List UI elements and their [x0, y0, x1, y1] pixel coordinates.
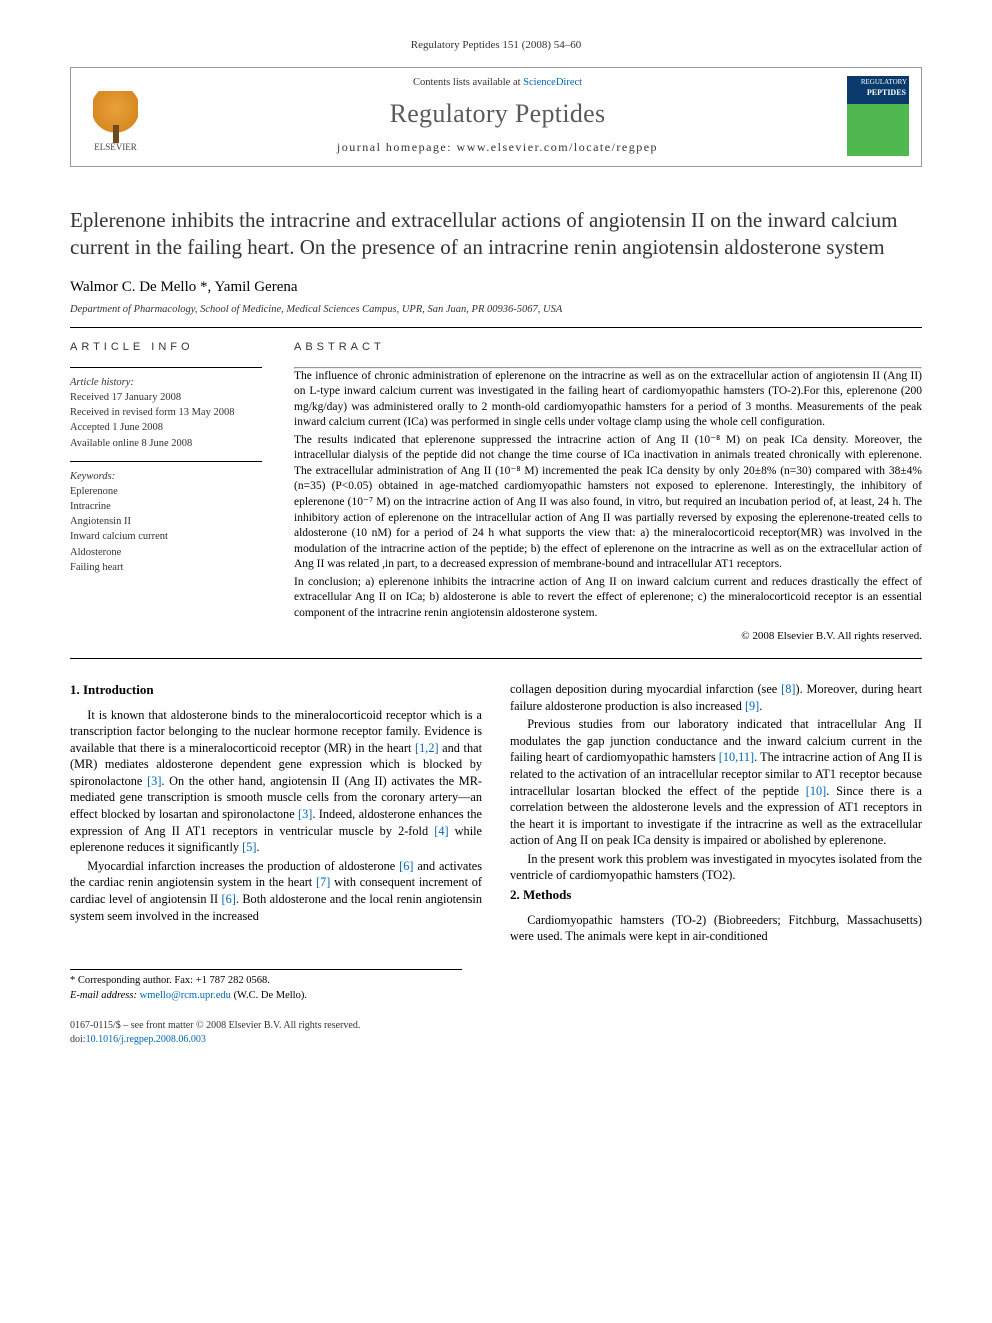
- email-line: E-mail address: wmello@rcm.upr.edu (W.C.…: [70, 989, 462, 1003]
- body-p: Myocardial infarction increases the prod…: [70, 858, 482, 924]
- section-1-title: 1. Introduction: [70, 681, 482, 699]
- section-2-title: 2. Methods: [510, 886, 922, 904]
- doi-link[interactable]: 10.1016/j.regpep.2008.06.003: [86, 1034, 206, 1045]
- info-abstract-row: ARTICLE INFO Article history: Received 1…: [70, 340, 922, 644]
- body-text: .: [256, 840, 259, 854]
- elsevier-tree-icon: [93, 91, 138, 141]
- body-text: collagen deposition during myocardial in…: [510, 682, 781, 696]
- body-p: It is known that aldosterone binds to th…: [70, 707, 482, 856]
- ref-link[interactable]: [3]: [298, 807, 312, 821]
- keyword-item: Angiotensin II: [70, 515, 262, 529]
- history-label: Article history:: [70, 376, 262, 390]
- abstract-heading: ABSTRACT: [294, 340, 922, 355]
- footnote-text: * Corresponding author. Fax: +1 787 282 …: [70, 975, 270, 986]
- body-text: .: [759, 699, 762, 713]
- issn-line: 0167-0115/$ – see front matter © 2008 El…: [70, 1019, 922, 1033]
- abstract: ABSTRACT The influence of chronic admini…: [294, 340, 922, 644]
- ref-link[interactable]: [9]: [745, 699, 759, 713]
- contents-line: Contents lists available at ScienceDirec…: [148, 76, 847, 90]
- ref-link[interactable]: [3]: [147, 774, 161, 788]
- body-p: Cardiomyopathic hamsters (TO-2) (Biobree…: [510, 912, 922, 945]
- cover-top-text: REGULATORY: [861, 78, 907, 86]
- ref-link[interactable]: [10,11]: [719, 750, 754, 764]
- email-link[interactable]: wmello@rcm.upr.edu: [140, 990, 231, 1001]
- email-label: E-mail address:: [70, 990, 140, 1001]
- keyword-item: Failing heart: [70, 561, 262, 575]
- ref-link[interactable]: [1,2]: [415, 741, 439, 755]
- ref-link[interactable]: [4]: [434, 824, 448, 838]
- affiliation: Department of Pharmacology, School of Me…: [70, 303, 922, 317]
- article-title: Eplerenone inhibits the intracrine and e…: [70, 207, 922, 261]
- elsevier-logo: ELSEVIER: [83, 78, 148, 153]
- doi-line: doi:10.1016/j.regpep.2008.06.003: [70, 1033, 922, 1047]
- ref-link[interactable]: [8]: [781, 682, 795, 696]
- info-rule-2: [70, 461, 262, 462]
- body-p: In the present work this problem was inv…: [510, 851, 922, 884]
- email-tail: (W.C. De Mello).: [231, 990, 307, 1001]
- article-info-heading: ARTICLE INFO: [70, 340, 262, 355]
- abstract-copyright: © 2008 Elsevier B.V. All rights reserved…: [294, 629, 922, 644]
- footnotes: * Corresponding author. Fax: +1 787 282 …: [70, 969, 462, 1003]
- journal-header-box: ELSEVIER Contents lists available at Sci…: [70, 67, 922, 167]
- sciencedirect-link[interactable]: ScienceDirect: [523, 77, 582, 88]
- running-header: Regulatory Peptides 151 (2008) 54–60: [70, 38, 922, 53]
- authors: Walmor C. De Mello *, Yamil Gerena: [70, 277, 922, 297]
- journal-center: Contents lists available at ScienceDirec…: [148, 76, 847, 155]
- ref-link[interactable]: [6]: [399, 859, 413, 873]
- keyword-item: Eplerenone: [70, 485, 262, 499]
- history-line: Received 17 January 2008: [70, 391, 262, 405]
- ref-link[interactable]: [5]: [242, 840, 256, 854]
- author-link[interactable]: Walmor C. De Mello *, Yamil Gerena: [70, 279, 298, 295]
- bottom-meta: 0167-0115/$ – see front matter © 2008 El…: [70, 1019, 922, 1046]
- ref-link[interactable]: [7]: [316, 875, 330, 889]
- abstract-p3: In conclusion; a) eplerenone inhibits th…: [294, 575, 922, 622]
- body-p: collagen deposition during myocardial in…: [510, 681, 922, 714]
- corresponding-author: * Corresponding author. Fax: +1 787 282 …: [70, 974, 462, 988]
- abstract-p2: The results indicated that eplerenone su…: [294, 433, 922, 573]
- history-line: Accepted 1 June 2008: [70, 421, 262, 435]
- abstract-p1: The influence of chronic administration …: [294, 369, 922, 431]
- journal-name: Regulatory Peptides: [148, 96, 847, 131]
- keywords-label: Keywords:: [70, 470, 262, 484]
- journal-cover-thumbnail: REGULATORY: [847, 76, 909, 156]
- history-line: Available online 8 June 2008: [70, 437, 262, 451]
- keyword-item: Inward calcium current: [70, 530, 262, 544]
- keyword-item: Intracrine: [70, 500, 262, 514]
- body-text: Myocardial infarction increases the prod…: [87, 859, 399, 873]
- article-info: ARTICLE INFO Article history: Received 1…: [70, 340, 262, 644]
- journal-homepage: journal homepage: www.elsevier.com/locat…: [148, 139, 847, 155]
- keyword-item: Aldosterone: [70, 546, 262, 560]
- ref-link[interactable]: [10]: [806, 784, 827, 798]
- history-line: Received in revised form 13 May 2008: [70, 406, 262, 420]
- rule-body: [70, 658, 922, 659]
- body-p: Previous studies from our laboratory ind…: [510, 716, 922, 849]
- rule-top: [70, 327, 922, 328]
- contents-text: Contents lists available at: [413, 77, 523, 88]
- body-columns: 1. Introduction It is known that aldoste…: [70, 681, 922, 945]
- ref-link[interactable]: [6]: [222, 892, 236, 906]
- doi-label: doi:: [70, 1034, 86, 1045]
- info-rule-1: [70, 367, 262, 368]
